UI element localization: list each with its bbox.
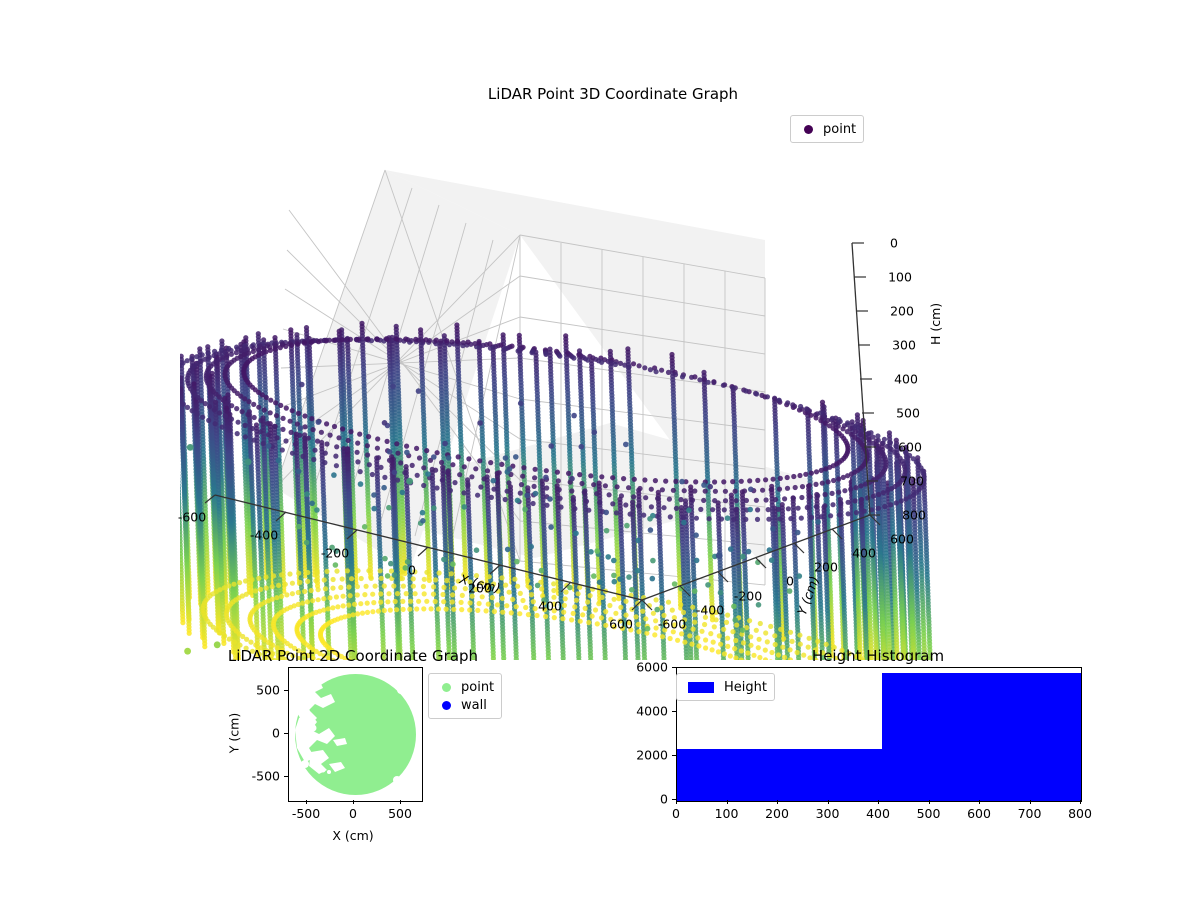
- legend-label: point: [823, 122, 856, 137]
- histogram-x-tick: 700: [1018, 806, 1042, 821]
- scatter2d-title: LiDAR Point 2D Coordinate Graph: [228, 647, 478, 665]
- x-tick-label: -200: [321, 546, 349, 561]
- scatter2d-legend[interactable]: point wall: [428, 673, 502, 719]
- histogram-x-tick: 400: [866, 806, 890, 821]
- z-tick-label: 500: [896, 406, 920, 421]
- legend-entry-height: Height: [684, 678, 767, 696]
- y-tickmark: [672, 711, 676, 712]
- height-swatch-icon: [688, 682, 714, 693]
- x-tickmark: [929, 800, 930, 804]
- histogram-x-tick: 800: [1068, 806, 1092, 821]
- x-tickmark: [1080, 800, 1081, 804]
- scatter3d-title: LiDAR Point 3D Coordinate Graph: [488, 85, 738, 103]
- z-tick-label: 0: [890, 236, 898, 251]
- x-tickmark: [306, 800, 307, 804]
- scatter3d-canvas: [180, 140, 940, 660]
- y-tick-label: -400: [696, 603, 724, 618]
- x-tick-label: 400: [538, 599, 562, 614]
- scatter2d-y-axis-label: Y (cm): [227, 713, 242, 753]
- z-tick-label: 600: [898, 440, 922, 455]
- histogram-y-tick: 4000: [636, 704, 668, 719]
- x-tickmark: [878, 800, 879, 804]
- x-tickmark: [1030, 800, 1031, 804]
- point-marker-icon: [804, 125, 813, 134]
- histogram-y-tick: 6000: [636, 660, 668, 675]
- legend-label: point: [461, 680, 494, 695]
- y-tickmark: [284, 776, 288, 777]
- histogram-x-tick: 500: [917, 806, 941, 821]
- legend-entry-point: point: [436, 678, 494, 696]
- histogram-bar: [677, 749, 882, 801]
- y-tick-label: -600: [658, 617, 686, 632]
- y-tickmark: [284, 733, 288, 734]
- legend-label: Height: [724, 680, 767, 695]
- z-tick-label: 300: [892, 338, 916, 353]
- x-tickmark: [676, 800, 677, 804]
- x-tickmark: [777, 800, 778, 804]
- histogram-legend[interactable]: Height: [676, 673, 775, 701]
- x-tickmark: [727, 800, 728, 804]
- x-tick-label: 0: [408, 563, 416, 578]
- histogram-x-tick: 200: [765, 806, 789, 821]
- legend-label: wall: [461, 698, 487, 713]
- scatter2d-x-tick: -500: [292, 806, 320, 821]
- scatter2d-axes[interactable]: [288, 667, 423, 802]
- histogram-y-tick: 0: [660, 792, 668, 807]
- point-disc: [295, 674, 416, 795]
- x-tick-label: 600: [609, 617, 633, 632]
- scatter2d-y-tick: -500: [252, 769, 280, 784]
- histogram-x-tick: 600: [967, 806, 991, 821]
- z-tick-label: 100: [888, 270, 912, 285]
- histogram-x-tick: 0: [672, 806, 680, 821]
- y-tick-label: 200: [814, 560, 838, 575]
- figure-canvas: LiDAR Point 3D Coordinate Graph point: [0, 0, 1200, 900]
- y-tick-label: 0: [786, 574, 794, 589]
- x-tick-label: -600: [178, 510, 206, 525]
- scatter3d-legend[interactable]: point: [790, 115, 864, 143]
- histogram-x-tick: 100: [715, 806, 739, 821]
- scatter2d-canvas: [289, 668, 422, 801]
- point-marker-icon: [442, 683, 451, 692]
- x-tickmark: [353, 800, 354, 804]
- x-tickmark: [400, 800, 401, 804]
- y-tickmark: [672, 667, 676, 668]
- histogram-y-tick: 2000: [636, 748, 668, 763]
- histogram-bar: [882, 673, 1081, 802]
- x-tick-label: -400: [250, 528, 278, 543]
- legend-entry-point: point: [798, 120, 856, 138]
- scatter2d-x-axis-label: X (cm): [332, 828, 373, 843]
- y-tick-label: 600: [890, 532, 914, 547]
- x-tickmark: [828, 800, 829, 804]
- y-tick-label: -200: [734, 589, 762, 604]
- scatter2d-x-tick: 0: [349, 806, 357, 821]
- scatter2d-y-tick: 0: [272, 726, 280, 741]
- wall-marker-icon: [442, 701, 451, 710]
- histogram-title: Height Histogram: [812, 647, 944, 665]
- scatter2d-x-tick: 500: [388, 806, 412, 821]
- x-tickmark: [979, 800, 980, 804]
- scatter2d-y-tick: 500: [256, 683, 280, 698]
- z-axis-label: H (cm): [928, 303, 943, 345]
- z-tick-label: 200: [890, 304, 914, 319]
- z-tick-label: 400: [894, 372, 918, 387]
- y-tickmark: [672, 755, 676, 756]
- histogram-x-tick: 300: [816, 806, 840, 821]
- y-tick-label: 400: [852, 546, 876, 561]
- legend-entry-wall: wall: [436, 696, 494, 714]
- y-tickmark: [284, 690, 288, 691]
- z-tick-label: 700: [900, 474, 924, 489]
- z-tick-label: 800: [902, 508, 926, 523]
- scatter3d-axes[interactable]: -600 -400 -200 0 200 400 600 X (cm) -600…: [180, 140, 940, 660]
